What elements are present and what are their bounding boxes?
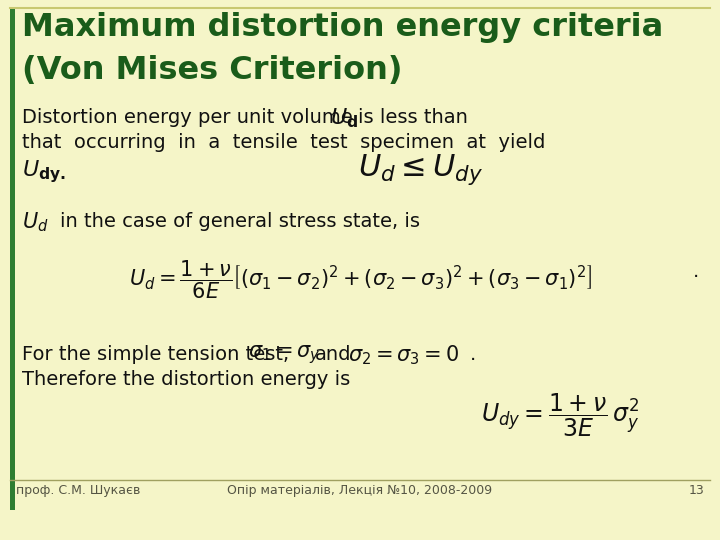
Text: $\mathit{U}_d$: $\mathit{U}_d$ bbox=[22, 210, 49, 234]
Text: Therefore the distortion energy is: Therefore the distortion energy is bbox=[22, 370, 350, 389]
Text: For the simple tension test,: For the simple tension test, bbox=[22, 345, 289, 364]
Text: Опір матеріалів, Лекція №10, 2008-2009: Опір матеріалів, Лекція №10, 2008-2009 bbox=[228, 484, 492, 497]
FancyBboxPatch shape bbox=[10, 8, 15, 510]
Text: .: . bbox=[693, 262, 699, 281]
Text: .: . bbox=[470, 345, 476, 364]
Text: проф. С.М. Шукаєв: проф. С.М. Шукаєв bbox=[16, 484, 140, 497]
Text: 13: 13 bbox=[688, 484, 704, 497]
Text: $\mathit{U}_{dy} = \dfrac{1+\nu}{3E}\,\mathit{\sigma}_y^2$: $\mathit{U}_{dy} = \dfrac{1+\nu}{3E}\,\m… bbox=[481, 392, 639, 438]
Text: $\mathit{U}_d = \dfrac{1+\nu}{6E}\left[(\sigma_1-\sigma_2)^2+(\sigma_2-\sigma_3): $\mathit{U}_d = \dfrac{1+\nu}{6E}\left[(… bbox=[128, 259, 592, 301]
Text: in the case of general stress state, is: in the case of general stress state, is bbox=[60, 212, 420, 231]
Text: that  occurring  in  a  tensile  test  specimen  at  yield: that occurring in a tensile test specime… bbox=[22, 133, 545, 152]
Text: Distortion energy per unit volume: Distortion energy per unit volume bbox=[22, 108, 353, 127]
Text: $\mathbf{\mathit{U}_d}$: $\mathbf{\mathit{U}_d}$ bbox=[330, 106, 358, 130]
Text: and: and bbox=[315, 345, 351, 364]
Text: $\mathit{U}_d \leq \mathit{U}_{dy}$: $\mathit{U}_d \leq \mathit{U}_{dy}$ bbox=[358, 152, 482, 187]
Text: (Von Mises Criterion): (Von Mises Criterion) bbox=[22, 55, 402, 86]
Text: $\mathbf{\mathit{U}_{dy.}}$: $\mathbf{\mathit{U}_{dy.}}$ bbox=[22, 158, 66, 185]
Text: is less than: is less than bbox=[358, 108, 468, 127]
Text: Maximum distortion energy criteria: Maximum distortion energy criteria bbox=[22, 12, 663, 43]
Text: $\mathit{\sigma}_1 = \mathit{\sigma}_y$: $\mathit{\sigma}_1 = \mathit{\sigma}_y$ bbox=[248, 343, 321, 366]
Text: $\mathit{\sigma}_2 = \mathit{\sigma}_3 = 0$: $\mathit{\sigma}_2 = \mathit{\sigma}_3 =… bbox=[348, 343, 459, 367]
